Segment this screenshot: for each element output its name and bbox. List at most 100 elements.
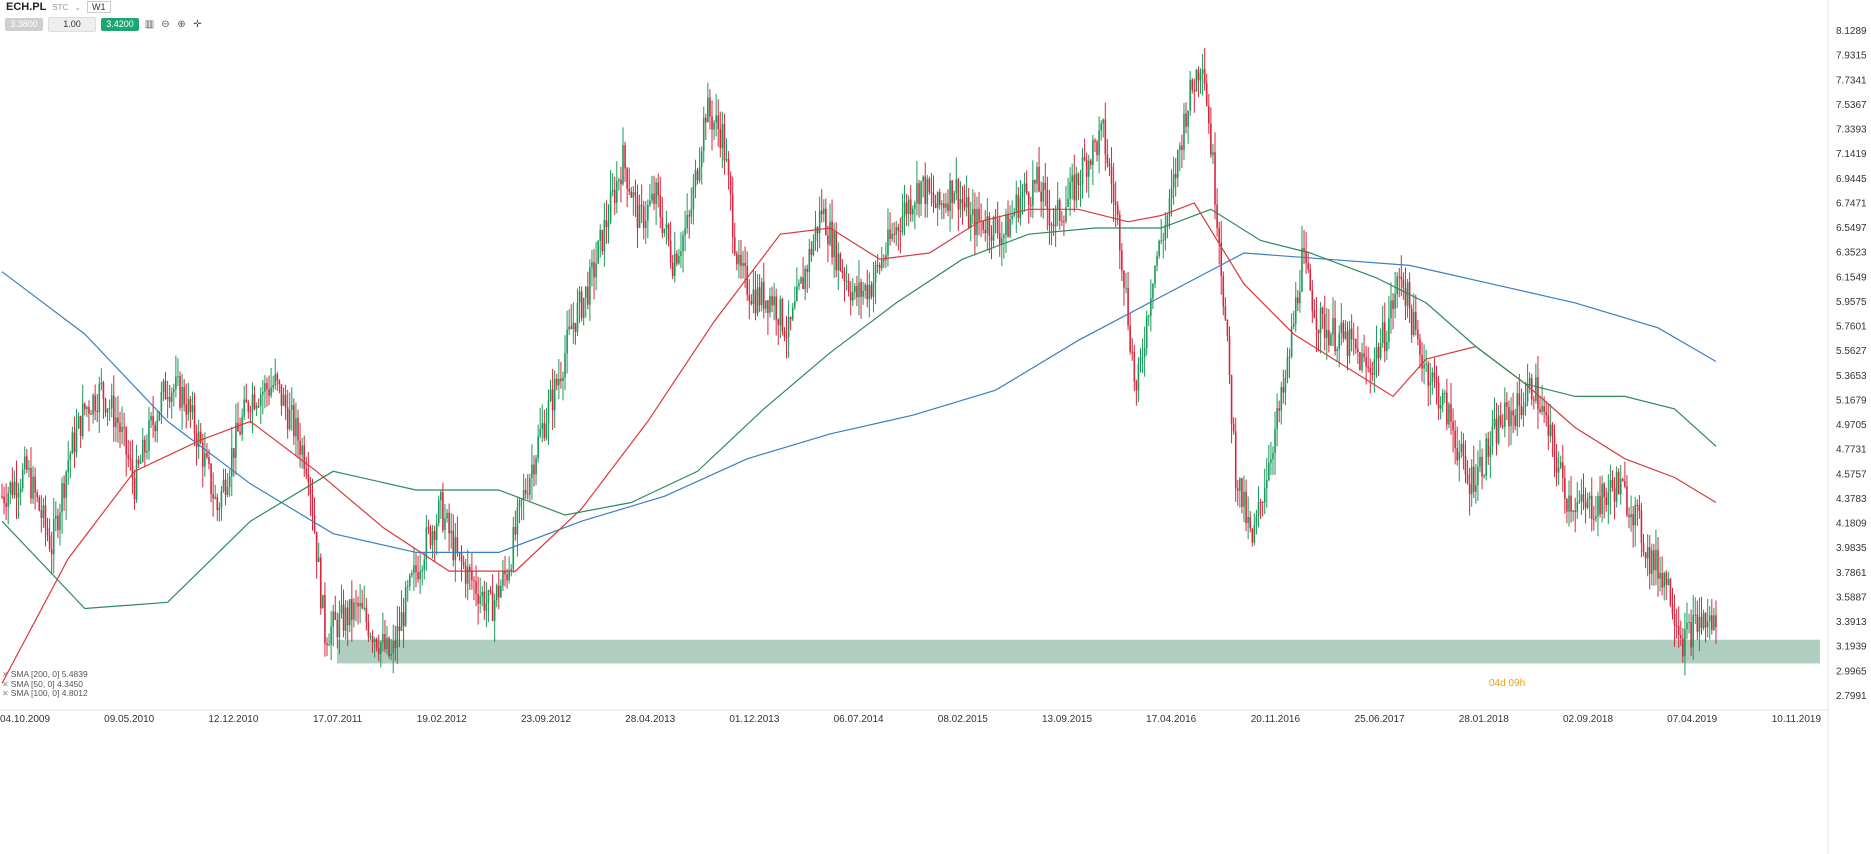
candle-body: [731, 194, 734, 238]
candle-body: [181, 387, 183, 408]
candle-body: [179, 376, 181, 408]
candle-body: [1189, 79, 1191, 111]
candle-body: [36, 492, 38, 498]
candle-body: [137, 459, 140, 464]
candle-body: [1110, 166, 1113, 185]
candle-body: [241, 416, 243, 435]
zoom-out-icon[interactable]: ⊖: [161, 19, 170, 30]
candle-body: [212, 494, 214, 499]
candle-body: [945, 203, 947, 208]
zoom-in-icon[interactable]: ⊕: [177, 19, 186, 30]
candle-body: [1077, 173, 1080, 185]
candle-body: [1518, 393, 1521, 406]
candle-body: [493, 600, 496, 621]
candle-body: [46, 527, 49, 536]
sell-price-button[interactable]: 3.3800: [5, 18, 43, 31]
candle-body: [489, 590, 492, 592]
candle-body: [1326, 330, 1328, 339]
candle-body: [932, 193, 935, 204]
candle-body: [1483, 475, 1485, 477]
candle-body: [421, 569, 424, 572]
candle-body: [102, 382, 105, 400]
candle-body: [804, 268, 806, 290]
candle-body: [709, 97, 711, 117]
candle-body: [419, 571, 421, 580]
candle-body: [1344, 331, 1347, 339]
candle-body: [1568, 495, 1570, 512]
candle-body: [454, 537, 457, 561]
candle-body: [1361, 353, 1363, 371]
candle-body: [1665, 573, 1668, 585]
candle-body: [1278, 408, 1280, 411]
candle-body: [1551, 424, 1554, 437]
buy-price-button[interactable]: 3.4200: [101, 18, 139, 31]
close-icon[interactable]: ✕: [2, 679, 9, 689]
candle-body: [1489, 445, 1492, 457]
x-tick-label: 12.12.2010: [208, 714, 258, 725]
candle-body: [1332, 318, 1334, 335]
x-tick-label: 13.09.2015: [1042, 714, 1092, 725]
candle-body: [1417, 329, 1419, 339]
candle-body: [1025, 183, 1028, 193]
candle-body: [1054, 208, 1057, 227]
candle-body: [1599, 496, 1601, 514]
candle-body: [313, 516, 316, 532]
candle-body: [1131, 351, 1134, 353]
candle-body: [224, 479, 227, 496]
candle-body: [466, 566, 469, 584]
candle-body: [1415, 311, 1417, 330]
candle-body: [1373, 359, 1376, 375]
legend-item[interactable]: ✕ SMA [50, 0] 4.3450: [2, 679, 88, 690]
candle-body: [1154, 265, 1156, 284]
candle-body: [905, 202, 908, 215]
candle-body: [166, 396, 169, 400]
candle-body: [259, 394, 262, 406]
candle-body: [247, 402, 250, 412]
candle-body: [1309, 269, 1312, 291]
candle-body: [301, 445, 303, 455]
symbol-label[interactable]: ECH.PL: [6, 1, 47, 13]
candle-body: [1454, 430, 1456, 449]
candle-body: [502, 571, 504, 586]
candlestick-icon[interactable]: ▥: [144, 19, 155, 30]
candle-body: [1152, 283, 1154, 299]
candle-body: [657, 182, 659, 196]
candle-body: [437, 500, 440, 524]
candle-body: [57, 515, 59, 531]
candle-body: [42, 505, 45, 519]
candle-body: [767, 300, 769, 313]
candle-body: [1265, 480, 1268, 489]
chevron-down-icon[interactable]: ⌄: [74, 2, 82, 12]
volume-input[interactable]: 1.00: [48, 17, 96, 32]
candle-body: [580, 291, 583, 318]
candle-body: [9, 482, 12, 494]
candle-body: [425, 527, 428, 560]
close-icon[interactable]: ✕: [2, 670, 9, 679]
candle-body: [1228, 335, 1231, 376]
candle-body: [777, 319, 780, 326]
candle-body: [1421, 355, 1423, 369]
timeframe-select[interactable]: W1: [87, 1, 111, 13]
close-icon[interactable]: ✕: [2, 689, 9, 698]
candle-body: [413, 565, 415, 574]
candle-body: [1241, 478, 1243, 507]
crosshair-icon[interactable]: ✛: [193, 19, 202, 30]
candle-body: [599, 229, 602, 241]
candle-body: [986, 216, 989, 234]
candle-body: [382, 634, 384, 643]
candle-body: [1, 496, 3, 498]
candle-body: [1311, 290, 1314, 311]
candle-body: [690, 208, 693, 217]
candle-body: [123, 426, 125, 428]
candle-body: [154, 425, 156, 432]
candle-body: [1276, 408, 1278, 430]
candle-body: [957, 179, 960, 210]
legend-item[interactable]: ✕ SMA [200, 0] 5.4839: [2, 669, 88, 680]
candle-body: [951, 180, 953, 203]
legend-item[interactable]: ✕ SMA [100, 0] 4.8012: [2, 688, 88, 699]
candle-body: [1700, 616, 1703, 629]
y-tick-label: 4.3783: [1836, 494, 1867, 505]
candle-body: [615, 181, 618, 203]
candle-body: [1580, 494, 1583, 502]
